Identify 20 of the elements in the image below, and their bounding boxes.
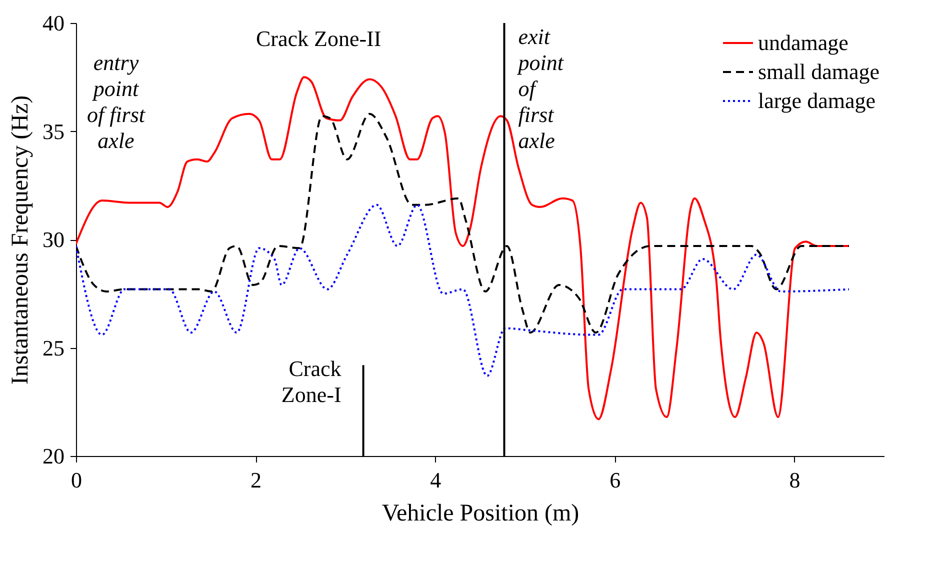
x-tick-label: 6 [610, 468, 621, 492]
y-tick-label: 30 [42, 227, 64, 252]
x-tick-label: 4 [430, 468, 442, 492]
y-tick-label: 40 [42, 10, 64, 36]
y-tick-label: 35 [42, 118, 64, 144]
line-series [76, 204, 850, 377]
ref-line-label: exit point of first axle [516, 24, 564, 153]
ref-line-label: Crack Zone-I [281, 356, 342, 408]
annotation: Crack Zone-II [256, 26, 382, 51]
x-tick-label: 8 [789, 468, 800, 492]
legend-label: large damage [758, 88, 876, 113]
y-tick-label: 20 [42, 444, 64, 468]
y-tick-label: 25 [42, 335, 64, 360]
x-axis-title: Vehicle Position (m) [382, 500, 580, 526]
legend-label: undamage [758, 30, 848, 55]
legend-label: small damage [758, 59, 880, 84]
y-axis-title: Instantaneous Frequency (Hz) [8, 95, 34, 385]
x-tick-label: 0 [71, 468, 82, 492]
annotation: entry point of first axle [86, 50, 146, 153]
x-tick-label: 2 [250, 468, 262, 492]
